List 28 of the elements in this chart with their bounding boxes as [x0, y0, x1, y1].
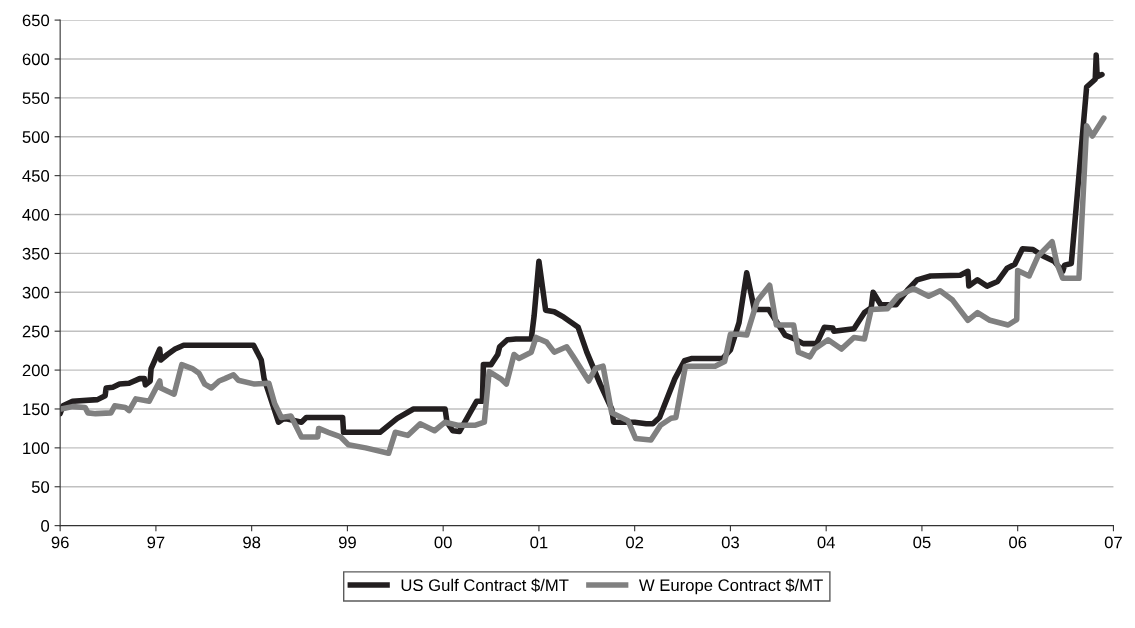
y-tick-label: 500 [22, 131, 50, 143]
y-tick-label: 150 [23, 403, 50, 416]
y-tick-label: 400 [22, 208, 50, 221]
x-tick-label: 06 [1009, 536, 1027, 549]
y-tick-label: 250 [22, 325, 50, 338]
x-tick-label: 07 [1104, 536, 1122, 549]
y-tick-label: 100 [23, 442, 50, 455]
x-tick-label: 01 [530, 536, 548, 549]
x-tick-label: 98 [243, 536, 261, 549]
x-tick-label: 97 [147, 536, 165, 549]
y-tick-label: 50 [31, 481, 50, 493]
x-tick-label: 00 [434, 536, 452, 549]
y-tick-label: 550 [22, 92, 50, 105]
y-tick-label: 650 [22, 14, 50, 27]
y-tick-label: 350 [22, 247, 50, 260]
y-tick-label: 0 [41, 520, 50, 532]
y-tick-label: 300 [22, 286, 50, 299]
y-tick-label: 450 [22, 170, 50, 182]
x-tick-label: 96 [51, 536, 69, 549]
y-tick-label: 600 [22, 53, 50, 66]
x-tick-label: 03 [721, 536, 739, 549]
x-tick-label: 05 [913, 536, 931, 549]
y-tick-label: 200 [22, 364, 50, 377]
legend-label: US Gulf Contract $/MT [401, 578, 569, 593]
x-tick-label: 99 [338, 536, 356, 549]
legend-label: W Europe Contract $/MT [638, 578, 823, 595]
x-tick-label: 04 [817, 536, 835, 549]
x-tick-label: 02 [626, 536, 644, 549]
